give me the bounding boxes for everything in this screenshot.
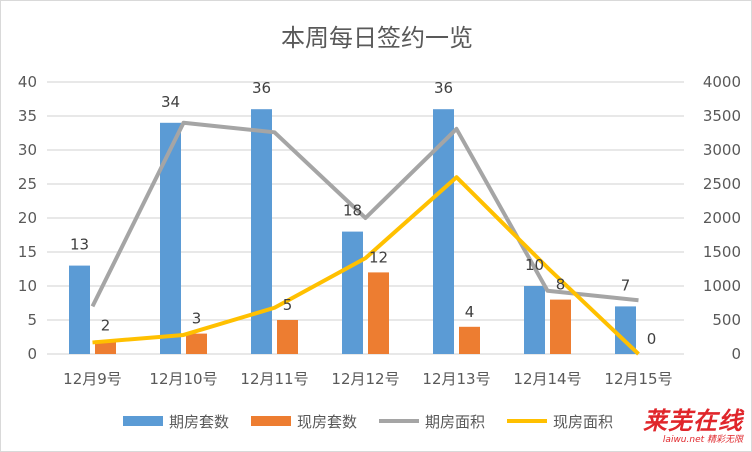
chart-title: 本周每日签约一览 <box>281 24 473 52</box>
legend-swatch <box>251 416 291 426</box>
legend-swatch <box>123 416 163 426</box>
right-axis-tick: 1500 <box>703 243 741 261</box>
legend-label: 期房面积 <box>425 413 485 431</box>
bar-data-label: 4 <box>465 303 475 321</box>
right-axis-tick: 3000 <box>703 141 741 159</box>
left-axis-tick: 5 <box>27 311 37 329</box>
bar-data-label: 7 <box>621 276 631 294</box>
left-axis-tick: 10 <box>18 277 37 295</box>
left-axis-tick: 0 <box>27 345 37 363</box>
x-axis-tick: 12月10号 <box>149 370 217 388</box>
bar-data-label: 36 <box>434 79 453 97</box>
bar-existing <box>277 320 298 354</box>
x-axis-tick: 12月13号 <box>422 370 490 388</box>
bar-data-label: 0 <box>647 330 657 348</box>
right-axis-tick: 0 <box>731 345 741 363</box>
x-axis-tick: 12月14号 <box>513 370 581 388</box>
legend-label: 现房面积 <box>553 413 613 431</box>
bar-existing <box>368 272 389 354</box>
bar-presale <box>160 122 181 354</box>
left-axis-tick: 25 <box>18 175 37 193</box>
bar-presale <box>251 109 272 354</box>
line-presale-area <box>90 120 639 308</box>
watermark-sub-text: laiwu.net 精彩无限 <box>662 435 743 445</box>
x-axis-tick: 12月12号 <box>331 370 399 388</box>
left-axis-tick: 35 <box>18 107 37 125</box>
right-axis-tick: 500 <box>712 311 741 329</box>
x-axis-tick: 12月15号 <box>604 370 672 388</box>
x-axis-tick: 12月11号 <box>240 370 308 388</box>
left-axis-tick: 40 <box>18 73 37 91</box>
bar-presale <box>615 306 636 354</box>
bar-data-label: 2 <box>101 316 111 334</box>
legend-label: 现房套数 <box>297 413 357 431</box>
bar-data-label: 18 <box>343 202 362 220</box>
line-existing-area <box>92 175 640 356</box>
right-axis-tick: 1000 <box>703 277 741 295</box>
bar-existing <box>550 299 571 354</box>
bar-data-label: 5 <box>283 296 293 314</box>
watermark-logo: 莱芜在线 laiwu.net 精彩无限 <box>643 401 743 445</box>
bar-data-label: 10 <box>525 256 544 274</box>
right-axis-tick: 4000 <box>703 73 741 91</box>
bar-existing <box>186 333 207 354</box>
watermark-logo-text: 莱芜在线 <box>643 407 743 435</box>
left-axis-tick: 30 <box>18 141 37 159</box>
bar-presale <box>342 231 363 354</box>
bar-data-label: 34 <box>161 93 180 111</box>
left-axis-tick: 15 <box>18 243 37 261</box>
bar-presale <box>433 109 454 354</box>
right-axis-tick: 2500 <box>703 175 741 193</box>
bar-data-label: 3 <box>192 310 202 328</box>
left-axis-tick: 20 <box>18 209 37 227</box>
bar-presale <box>69 265 90 354</box>
right-axis-tick: 2000 <box>703 209 741 227</box>
bar-data-label: 12 <box>369 248 388 266</box>
legend-label: 期房套数 <box>169 413 229 431</box>
bar-data-label: 8 <box>556 276 566 294</box>
right-axis-tick: 3500 <box>703 107 741 125</box>
bar-data-label: 13 <box>70 236 89 254</box>
bar-presale <box>524 286 545 354</box>
bar-data-label: 36 <box>252 79 271 97</box>
bar-existing <box>459 326 480 354</box>
x-axis-tick: 12月9号 <box>63 370 122 388</box>
